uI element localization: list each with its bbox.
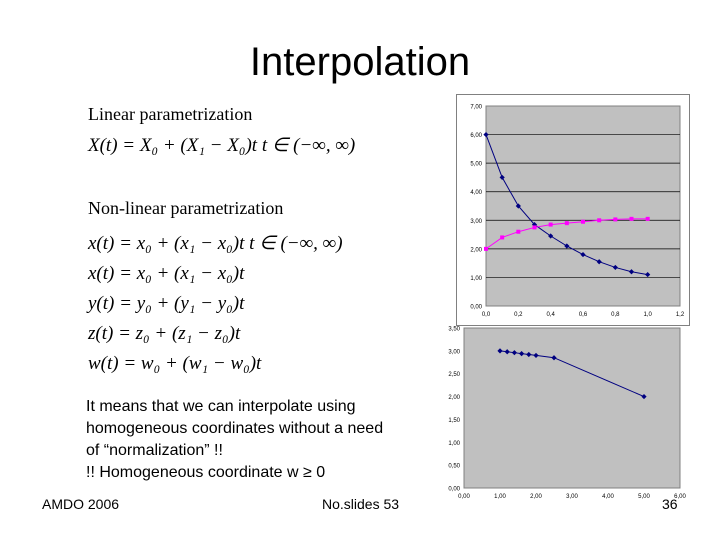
- x-tick-label: 0,6: [579, 312, 588, 318]
- x-tick-label: 6,00: [674, 494, 686, 500]
- y-tick-label: 0,50: [448, 464, 460, 470]
- note-block: It means that we can interpolate using h…: [86, 396, 383, 484]
- x-tick-label: 3,00: [566, 494, 578, 500]
- plot-area: [463, 327, 681, 489]
- footer-page-number: 36: [662, 496, 678, 512]
- data-point: [533, 352, 539, 359]
- y-tick-label: 0,00: [470, 305, 482, 311]
- y-tick-label: 2,00: [470, 247, 482, 253]
- note-line: It means that we can interpolate using: [86, 398, 356, 415]
- data-point: [645, 216, 650, 221]
- x-tick-label: 0,0: [482, 312, 491, 318]
- y-tick-label: 3,00: [470, 219, 482, 225]
- y-tick-label: 0,00: [448, 487, 460, 493]
- data-point: [551, 355, 557, 361]
- note-line: of “normalization” !!: [86, 442, 223, 459]
- chart-top: 0,00 1,00 2,00 3,00 4,00 5,00 6,00 7,00 0,0 0,2 0,…: [456, 94, 690, 326]
- y-tick-label: 1,00: [448, 441, 460, 447]
- data-point: [580, 251, 586, 258]
- footer-left: AMDO 2006: [42, 496, 120, 512]
- x-tick-label: 1,2: [676, 312, 685, 318]
- slide-title: Interpolation: [249, 40, 471, 84]
- x-tick-label: 0,8: [611, 312, 620, 318]
- x-tick-label: 1,0: [643, 312, 652, 318]
- linear-equation: X(t) = X₀ + (X₁ − X₀)t t ∈ (−∞, ∞): [88, 135, 356, 156]
- nonlinear-equation-z: z(t) = z₀ + (z₁ − z₀)t: [88, 323, 241, 344]
- data-point: [548, 222, 553, 227]
- data-point: [526, 351, 532, 358]
- data-point: [500, 235, 505, 240]
- note-line: homogeneous coordinates without a need: [86, 420, 384, 437]
- x-tick-label: 2,00: [530, 494, 542, 500]
- linear-heading: Linear parametrization: [88, 104, 253, 124]
- y-tick-label: 3,00: [448, 349, 460, 355]
- data-point: [629, 216, 634, 221]
- y-tick-label: 6,00: [470, 133, 482, 139]
- y-tick-label: 4,00: [470, 190, 482, 196]
- footer-center: No.slides 53: [322, 496, 400, 512]
- data-point: [532, 225, 537, 230]
- x-tick-label: 0,4: [546, 312, 555, 318]
- plot-area: [485, 105, 681, 307]
- data-point: [504, 349, 510, 355]
- y-tick-label: 7,00: [470, 105, 482, 111]
- y-tick-label: 1,00: [470, 276, 482, 282]
- data-point: [484, 246, 488, 251]
- x-tick-label: 0,2: [514, 312, 523, 318]
- data-point: [497, 348, 503, 354]
- data-point: [564, 221, 569, 226]
- data-point: [597, 218, 602, 223]
- nonlinear-equation-vector: x(t) = x₀ + (x₁ − x₀)t t ∈ (−∞, ∞): [88, 233, 343, 254]
- y-tick-label: 2,50: [448, 372, 460, 378]
- data-point: [516, 229, 521, 234]
- data-point: [613, 217, 618, 222]
- nonlinear-equation-w: w(t) = w₀ + (w₁ − w₀)t: [88, 353, 262, 374]
- data-point: [628, 269, 635, 275]
- x-tick-label: 1,00: [494, 494, 506, 500]
- nonlinear-heading: Non-linear parametrization: [88, 198, 284, 218]
- y-tick-label: 5,00: [470, 162, 482, 168]
- data-point: [641, 393, 647, 400]
- x-tick-label: 0,00: [458, 494, 470, 500]
- data-point: [483, 131, 489, 138]
- x-tick-label: 4,00: [602, 494, 614, 500]
- note-line: !! Homogeneous coordinate w ≥ 0: [86, 464, 326, 481]
- nonlinear-equation-x: x(t) = x₀ + (x₁ − x₀)t: [88, 263, 245, 284]
- chart-bottom: 0,00 0,50 1,00 1,50 2,00 2,50 3,00 3,50 0,00 1,00…: [448, 327, 686, 501]
- y-tick-label: 2,00: [448, 395, 460, 401]
- y-tick-label: 1,50: [448, 418, 460, 424]
- y-tick-label: 3,50: [448, 327, 460, 333]
- nonlinear-equation-y: y(t) = y₀ + (y₁ − y₀)t: [88, 293, 245, 314]
- data-point: [581, 219, 585, 224]
- x-tick-label: 5,00: [638, 494, 650, 500]
